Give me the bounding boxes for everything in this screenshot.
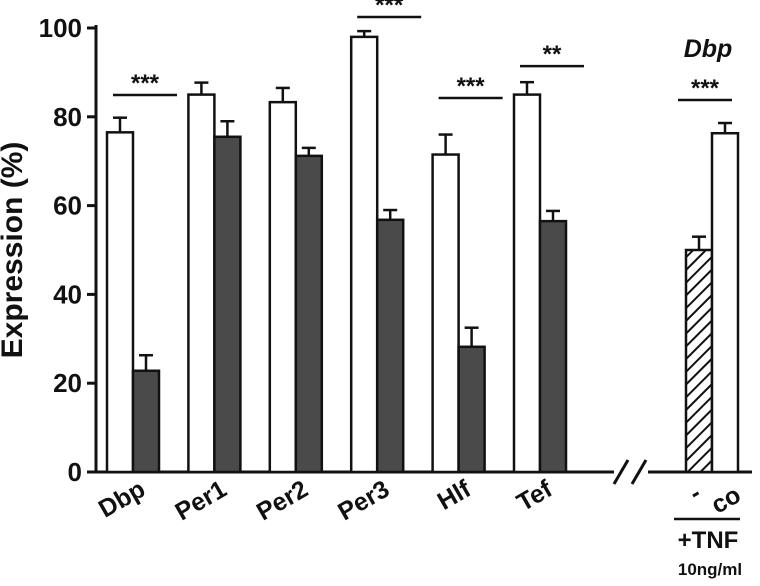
category-label: Hlf: [433, 475, 476, 516]
bar: [131, 369, 161, 474]
y-tick-label: 100: [39, 13, 82, 43]
inset-bar: [684, 248, 714, 474]
category-label: Per2: [252, 475, 313, 526]
bars: [105, 29, 740, 474]
bar: [512, 93, 542, 474]
y-tick-label: 20: [53, 368, 82, 398]
significance-label: ***: [131, 70, 160, 97]
y-tick-label: 80: [53, 102, 82, 132]
significance-label: **: [543, 41, 562, 68]
bar: [294, 154, 324, 474]
inset-bar: [710, 131, 740, 474]
axis-break-mark: [612, 459, 630, 485]
inset-significance-label: ***: [691, 75, 720, 102]
bar: [349, 35, 379, 474]
inset-category-label: co: [706, 481, 745, 520]
y-axis-label: Expression (%): [0, 142, 29, 359]
y-tick-label: 40: [53, 279, 82, 309]
significance-label: ***: [375, 0, 404, 19]
y-tick-label: 60: [53, 191, 82, 221]
tnf-concentration-label: 10ng/ml: [678, 560, 742, 579]
bar: [431, 153, 460, 474]
bar: [457, 345, 486, 474]
significance-label: ***: [457, 73, 486, 100]
y-tick-label: 0: [68, 457, 82, 487]
category-label: Tef: [512, 475, 557, 517]
category-label: Per1: [170, 475, 231, 526]
inset-category-label: -: [684, 479, 705, 507]
category-label: Dbp: [94, 475, 150, 524]
bar: [268, 100, 298, 474]
bar: [105, 131, 135, 474]
axes: [87, 25, 752, 485]
bar: [187, 93, 216, 474]
category-label: Per3: [333, 475, 394, 526]
axis-break-mark: [630, 459, 648, 485]
bar: [375, 218, 405, 474]
inset-title: Dbp: [684, 35, 733, 63]
bar: [538, 219, 568, 474]
tnf-label: +TNF: [678, 527, 739, 554]
bar: [213, 135, 242, 474]
